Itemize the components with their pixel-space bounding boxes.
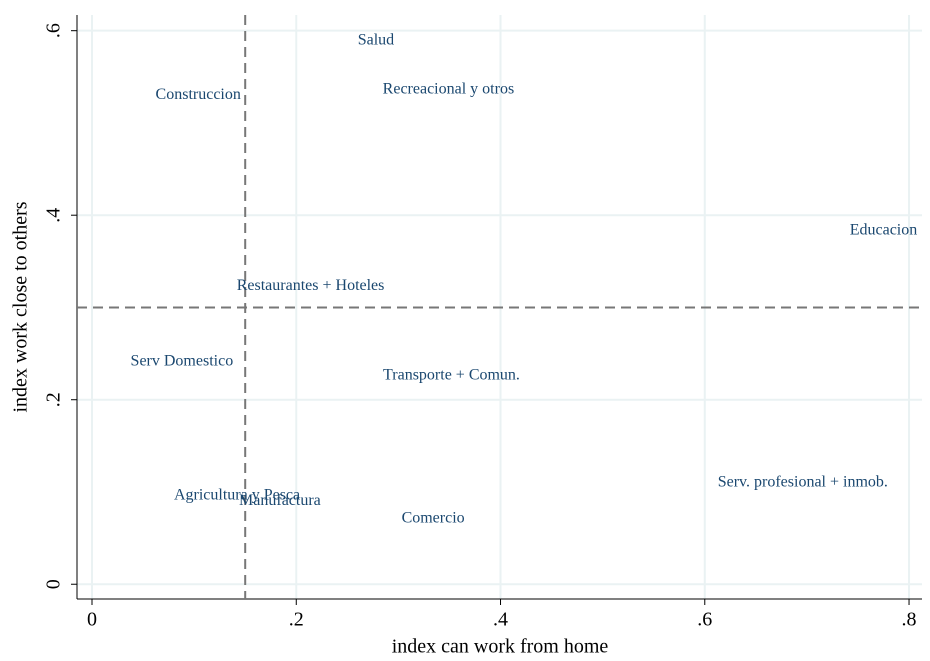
x-tick-label: .8 bbox=[902, 609, 917, 631]
x-tick-label: .6 bbox=[697, 609, 712, 631]
x-tick-label: .4 bbox=[493, 609, 508, 631]
x-axis-title: index can work from home bbox=[392, 636, 609, 658]
point-label: Educacion bbox=[850, 222, 918, 239]
point-label: Serv. profesional + inmob. bbox=[718, 473, 888, 490]
x-tick-label: .2 bbox=[289, 609, 304, 631]
point-label: Recreacional y otros bbox=[383, 80, 515, 97]
point-label: Serv Domestico bbox=[131, 353, 234, 370]
y-tick-label: 0 bbox=[43, 579, 65, 589]
point-label: Manufactura bbox=[239, 492, 321, 509]
point-label: Comercio bbox=[402, 509, 465, 526]
x-tick-label: 0 bbox=[87, 609, 97, 631]
point-label: Agricultura y Pesca bbox=[174, 486, 300, 503]
point-label: Salud bbox=[358, 32, 394, 49]
point-label: Restaurantes + Hoteles bbox=[237, 277, 385, 294]
point-label: Transporte + Comun. bbox=[383, 366, 520, 383]
y-axis-title: index work close to others bbox=[10, 201, 32, 412]
y-tick-label: .4 bbox=[43, 208, 65, 223]
y-tick-label: .6 bbox=[43, 23, 65, 38]
point-label: Construccion bbox=[156, 86, 241, 103]
y-tick-label: .2 bbox=[43, 392, 65, 407]
